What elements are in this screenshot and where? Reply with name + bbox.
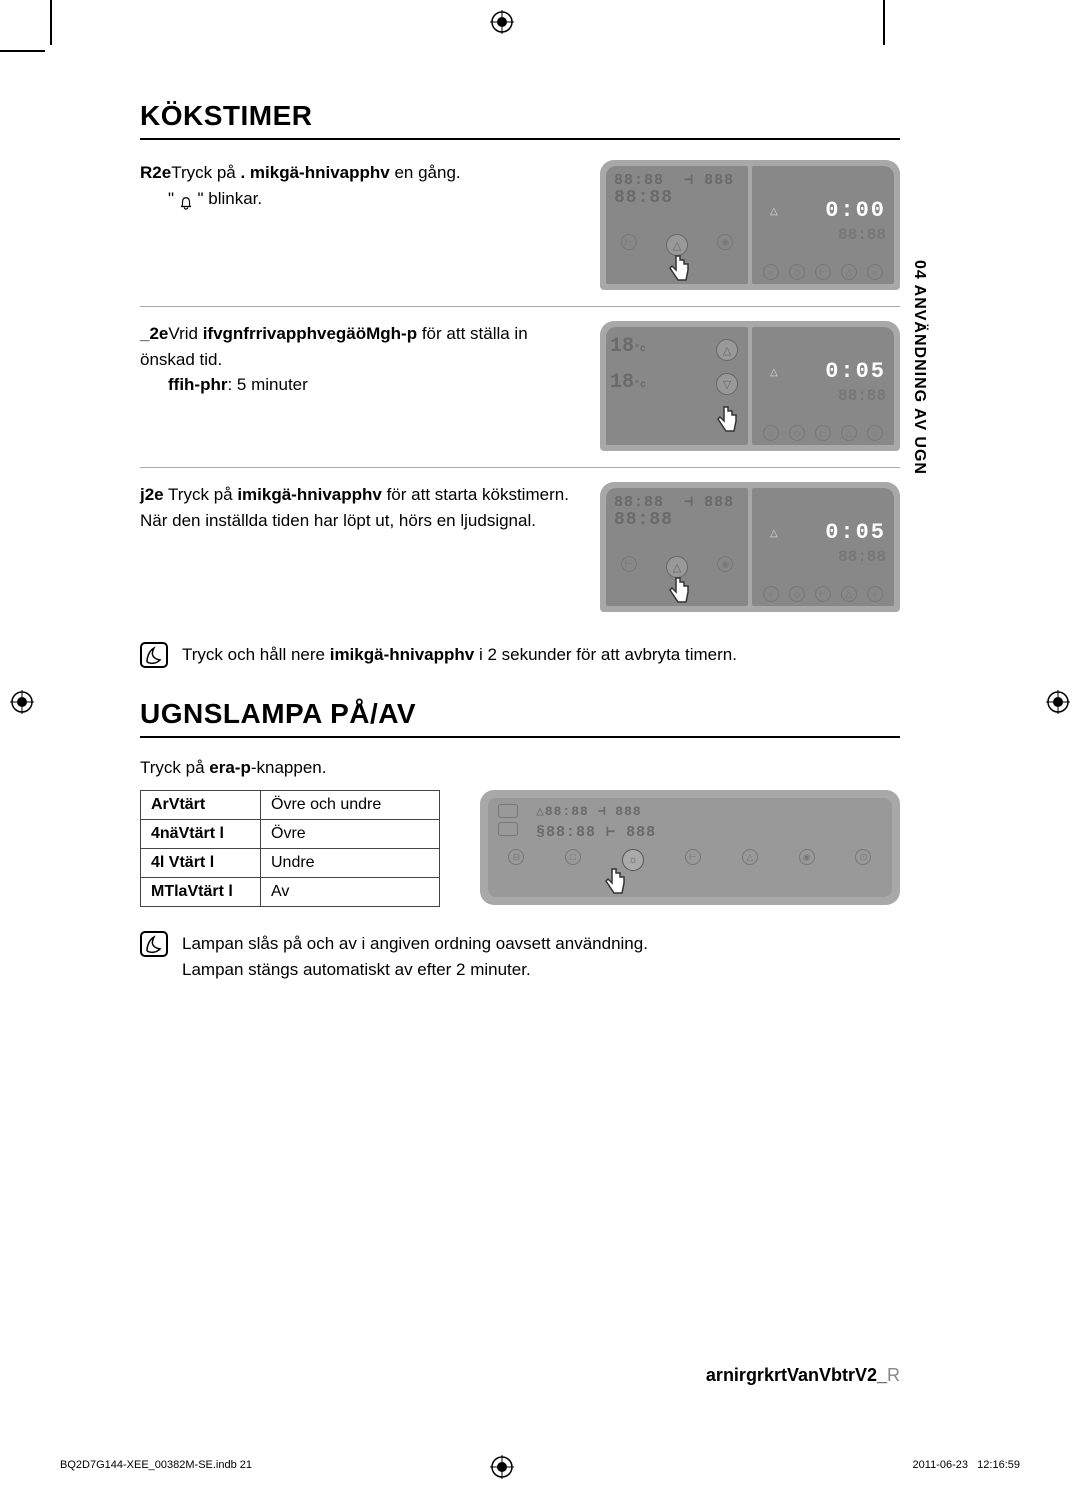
table-cell-label: 4näVtärt l	[141, 820, 261, 849]
note-cancel-timer: Tryck och håll nere imikgä-hnivapphv i 2…	[140, 642, 900, 668]
note-icon	[140, 642, 168, 668]
step-2: _2eVrid ifvgnfrrivapphvegäöMgh-p för att…	[140, 321, 900, 468]
step-2-text: _2eVrid ifvgnfrrivapphvegäöMgh-p för att…	[140, 321, 584, 451]
registration-mark-icon	[490, 10, 514, 34]
panel-icon: ○	[867, 425, 883, 441]
registration-mark-icon	[10, 690, 34, 714]
bell-indicator-icon: △	[770, 528, 778, 539]
table-cell-value: Övre	[261, 820, 440, 849]
table-row: 4l Vtärt lUndre	[141, 849, 440, 878]
hand-cursor-icon	[710, 403, 742, 439]
panel-icon: ◉	[717, 556, 733, 572]
table-cell-label: MTlaVtärt l	[141, 878, 261, 907]
panel-icon: ◉	[717, 234, 733, 250]
lamp-table-container: ArVtärtÖvre och undre4näVtärt lÖvre4l Vt…	[140, 790, 440, 907]
table-cell-label: 4l Vtärt l	[141, 849, 261, 878]
panel-icon: △	[841, 586, 857, 602]
print-time: 12:16:59	[977, 1459, 1020, 1471]
lamp-intro: Tryck på era-p-knappen.	[140, 758, 900, 778]
panel-icon: ◉	[799, 849, 815, 865]
panel-icon: ⊢	[621, 234, 637, 250]
panel-icon: ○	[763, 264, 779, 280]
table-row: MTlaVtärt lAv	[141, 878, 440, 907]
table-cell-value: Undre	[261, 849, 440, 878]
print-date: 2011-06-23	[913, 1459, 968, 1471]
section-title-kokstimer: KÖKSTIMER	[140, 100, 900, 140]
step-3-text: j2e Tryck på imikgä-hnivapphv för att st…	[140, 482, 584, 612]
bell-indicator-icon: △	[770, 206, 778, 217]
table-cell-label: ArVtärt	[141, 791, 261, 820]
timer-display: 0:05	[825, 359, 886, 384]
hand-cursor-icon	[662, 574, 694, 610]
crop-mark	[883, 0, 885, 45]
up-button-icon: △	[716, 339, 738, 361]
oven-mode-icon	[498, 804, 518, 818]
panel-icon: ○	[763, 425, 779, 441]
lamp-display: △88:88 ⊣ 888 §88:88 ⊢ 888 ⊟ □ ☼ ⊢ △ ◉ ⊡	[480, 790, 900, 905]
panel-icon: ⊢	[685, 849, 701, 865]
crop-mark	[50, 0, 52, 45]
down-button-icon: ▽	[716, 373, 738, 395]
panel-icon: ◇	[789, 264, 805, 280]
crop-mark	[0, 50, 45, 52]
panel-icon: ◇	[789, 425, 805, 441]
panel-icon: ⊢	[815, 264, 831, 280]
oven-mode-icon	[498, 822, 518, 836]
step-2-display: 18°c 18°c △ ▽ △ 0:05 88:88 ○ ◇ ⊢	[600, 321, 900, 451]
panel-icon: ○	[867, 586, 883, 602]
panel-icon: △	[742, 849, 758, 865]
timer-display: 0:05	[825, 520, 886, 545]
table-cell-value: Av	[261, 878, 440, 907]
panel-icon: ⊡	[855, 849, 871, 865]
panel-icon: ⊢	[815, 425, 831, 441]
table-row: ArVtärtÖvre och undre	[141, 791, 440, 820]
step-1: R2eTryck på . mikgä-hnivapphv en gång. "…	[140, 160, 900, 307]
page-content: KÖKSTIMER R2eTryck på . mikgä-hnivapphv …	[140, 100, 900, 1012]
step-3-display: 88:88 ⊣ 888 88:88 ⊢ △ ◉ △ 0:05 88:88	[600, 482, 900, 612]
panel-icon: ⊢	[815, 586, 831, 602]
timer-display: 0:00	[825, 198, 886, 223]
registration-mark-icon	[1046, 690, 1070, 714]
panel-icon: □	[565, 849, 581, 865]
table-cell-value: Övre och undre	[261, 791, 440, 820]
table-row: 4näVtärt lÖvre	[141, 820, 440, 849]
step-3: j2e Tryck på imikgä-hnivapphv för att st…	[140, 482, 900, 628]
bell-icon	[179, 192, 193, 206]
lamp-table: ArVtärtÖvre och undre4näVtärt lÖvre4l Vt…	[140, 790, 440, 907]
panel-icon: ○	[763, 586, 779, 602]
section-title-ugnslampa: UGNSLAMPA PÅ/AV	[140, 698, 900, 738]
panel-icon: ⊟	[508, 849, 524, 865]
panel-icon: ○	[867, 264, 883, 280]
print-filename: BQ2D7G144-XEE_00382M-SE.indb 21	[60, 1459, 252, 1471]
note-lamp-auto: Lampan slås på och av i angiven ordning …	[140, 931, 900, 982]
hand-cursor-icon	[662, 252, 694, 288]
panel-icon: △	[841, 264, 857, 280]
page-footer-title: arnirgrkrtVanVbtrV2_R	[706, 1365, 900, 1386]
step-prefix: R2e	[140, 163, 171, 182]
bell-indicator-icon: △	[770, 367, 778, 378]
chapter-sidebar: 04 ANVÄNDNING AV UGN	[910, 260, 928, 475]
panel-icon: ◇	[789, 586, 805, 602]
panel-icon: △	[841, 425, 857, 441]
panel-icon: ⊢	[621, 556, 637, 572]
step-1-display: 88:88 ⊣ 888 88:88 ⊢ △ ◉ △ 0:00 88:88	[600, 160, 900, 290]
hand-cursor-icon	[598, 865, 630, 901]
step-1-text: R2eTryck på . mikgä-hnivapphv en gång. "…	[140, 160, 584, 290]
print-footer: BQ2D7G144-XEE_00382M-SE.indb 21 2011-06-…	[60, 1459, 1020, 1471]
step-prefix: _2e	[140, 324, 168, 343]
note-icon	[140, 931, 168, 957]
step-prefix: j2e	[140, 485, 164, 504]
